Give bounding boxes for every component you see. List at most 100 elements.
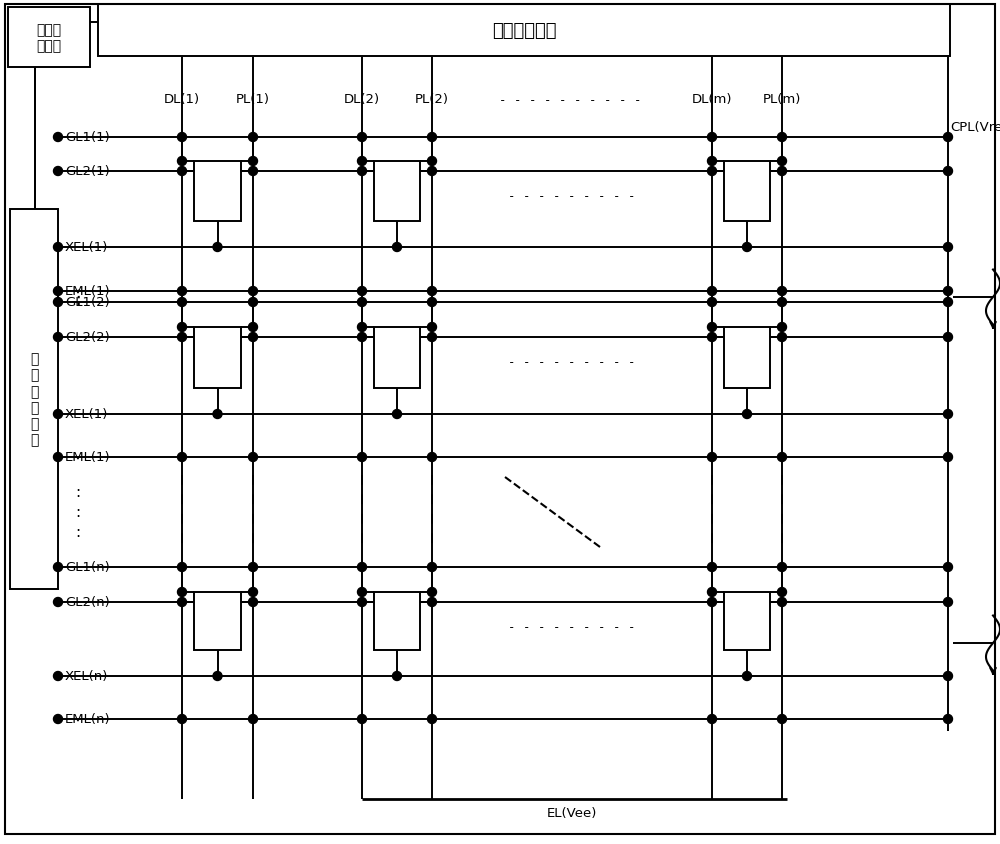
- Circle shape: [428, 167, 437, 176]
- Circle shape: [213, 672, 222, 681]
- Circle shape: [358, 157, 367, 166]
- Circle shape: [428, 333, 437, 342]
- Text: GL2(2): GL2(2): [65, 331, 110, 344]
- Circle shape: [428, 133, 437, 143]
- Circle shape: [778, 133, 786, 143]
- Text: 扫
描
驱
动
模
块: 扫 描 驱 动 模 块: [30, 352, 38, 447]
- Bar: [374, 592, 420, 650]
- Text: XEL(1): XEL(1): [65, 241, 108, 254]
- Text: DL(m): DL(m): [692, 94, 732, 106]
- Circle shape: [249, 587, 258, 597]
- Circle shape: [249, 133, 258, 143]
- Circle shape: [778, 587, 786, 597]
- Circle shape: [944, 598, 952, 607]
- Bar: [374, 327, 420, 388]
- Circle shape: [944, 410, 952, 419]
- Text: - - - - - - - - - -: - - - - - - - - - -: [499, 94, 641, 106]
- Circle shape: [944, 333, 952, 342]
- Circle shape: [944, 298, 952, 307]
- Circle shape: [944, 715, 952, 723]
- Text: GL1(2): GL1(2): [65, 296, 110, 309]
- Circle shape: [358, 587, 367, 597]
- Circle shape: [944, 167, 952, 176]
- Circle shape: [249, 157, 258, 166]
- Circle shape: [178, 598, 187, 607]
- Circle shape: [54, 410, 63, 419]
- Circle shape: [54, 167, 63, 176]
- Circle shape: [778, 715, 786, 723]
- Circle shape: [944, 287, 952, 296]
- Circle shape: [944, 672, 952, 681]
- Text: EML(1): EML(1): [65, 451, 111, 464]
- Circle shape: [428, 587, 437, 597]
- Circle shape: [778, 563, 786, 572]
- Circle shape: [428, 715, 437, 723]
- Text: GL2(1): GL2(1): [65, 165, 110, 178]
- Bar: [194, 327, 241, 388]
- Text: 时序控
制模块: 时序控 制模块: [36, 23, 62, 53]
- Circle shape: [213, 410, 222, 419]
- Text: PL(m): PL(m): [763, 94, 801, 106]
- Circle shape: [778, 298, 786, 307]
- Circle shape: [54, 563, 63, 572]
- Circle shape: [358, 323, 367, 332]
- Circle shape: [358, 287, 367, 296]
- Circle shape: [742, 243, 752, 252]
- Text: EML(1): EML(1): [65, 285, 111, 298]
- Circle shape: [178, 287, 187, 296]
- Text: ⋮: ⋮: [68, 288, 88, 306]
- Circle shape: [54, 672, 63, 681]
- Circle shape: [178, 563, 187, 572]
- Circle shape: [213, 243, 222, 252]
- Circle shape: [708, 598, 716, 607]
- Circle shape: [358, 598, 367, 607]
- Circle shape: [708, 323, 716, 332]
- Circle shape: [178, 323, 187, 332]
- Bar: [724, 327, 770, 388]
- Text: GL1(n): GL1(n): [65, 560, 110, 574]
- Circle shape: [249, 333, 258, 342]
- Bar: [10, 210, 58, 589]
- Circle shape: [778, 333, 786, 342]
- Circle shape: [358, 333, 367, 342]
- Text: DL(2): DL(2): [344, 94, 380, 106]
- Circle shape: [428, 323, 437, 332]
- Circle shape: [393, 243, 402, 252]
- Text: CPL(Vref): CPL(Vref): [950, 122, 1000, 134]
- Circle shape: [54, 243, 63, 252]
- Circle shape: [708, 563, 716, 572]
- Circle shape: [944, 243, 952, 252]
- Circle shape: [393, 672, 402, 681]
- Circle shape: [249, 453, 258, 462]
- Circle shape: [249, 715, 258, 723]
- Text: EML(n): EML(n): [65, 712, 111, 726]
- Circle shape: [742, 672, 752, 681]
- Bar: [194, 592, 241, 650]
- Circle shape: [778, 287, 786, 296]
- Circle shape: [778, 323, 786, 332]
- Circle shape: [54, 287, 63, 296]
- Circle shape: [428, 598, 437, 607]
- Circle shape: [249, 563, 258, 572]
- Circle shape: [54, 298, 63, 307]
- Circle shape: [708, 167, 716, 176]
- Text: :: :: [75, 525, 81, 540]
- Circle shape: [178, 587, 187, 597]
- Text: GL2(n): GL2(n): [65, 596, 110, 609]
- Circle shape: [178, 133, 187, 143]
- Circle shape: [178, 333, 187, 342]
- Circle shape: [708, 287, 716, 296]
- Text: GL1(1): GL1(1): [65, 132, 110, 144]
- Circle shape: [708, 133, 716, 143]
- Circle shape: [358, 453, 367, 462]
- Text: 数据驱动模块: 数据驱动模块: [492, 22, 556, 40]
- Circle shape: [178, 157, 187, 166]
- Circle shape: [54, 133, 63, 143]
- Bar: [724, 592, 770, 650]
- Circle shape: [944, 133, 952, 143]
- Circle shape: [428, 157, 437, 166]
- Circle shape: [178, 715, 187, 723]
- Circle shape: [944, 563, 952, 572]
- Text: :: :: [75, 505, 81, 520]
- Circle shape: [778, 167, 786, 176]
